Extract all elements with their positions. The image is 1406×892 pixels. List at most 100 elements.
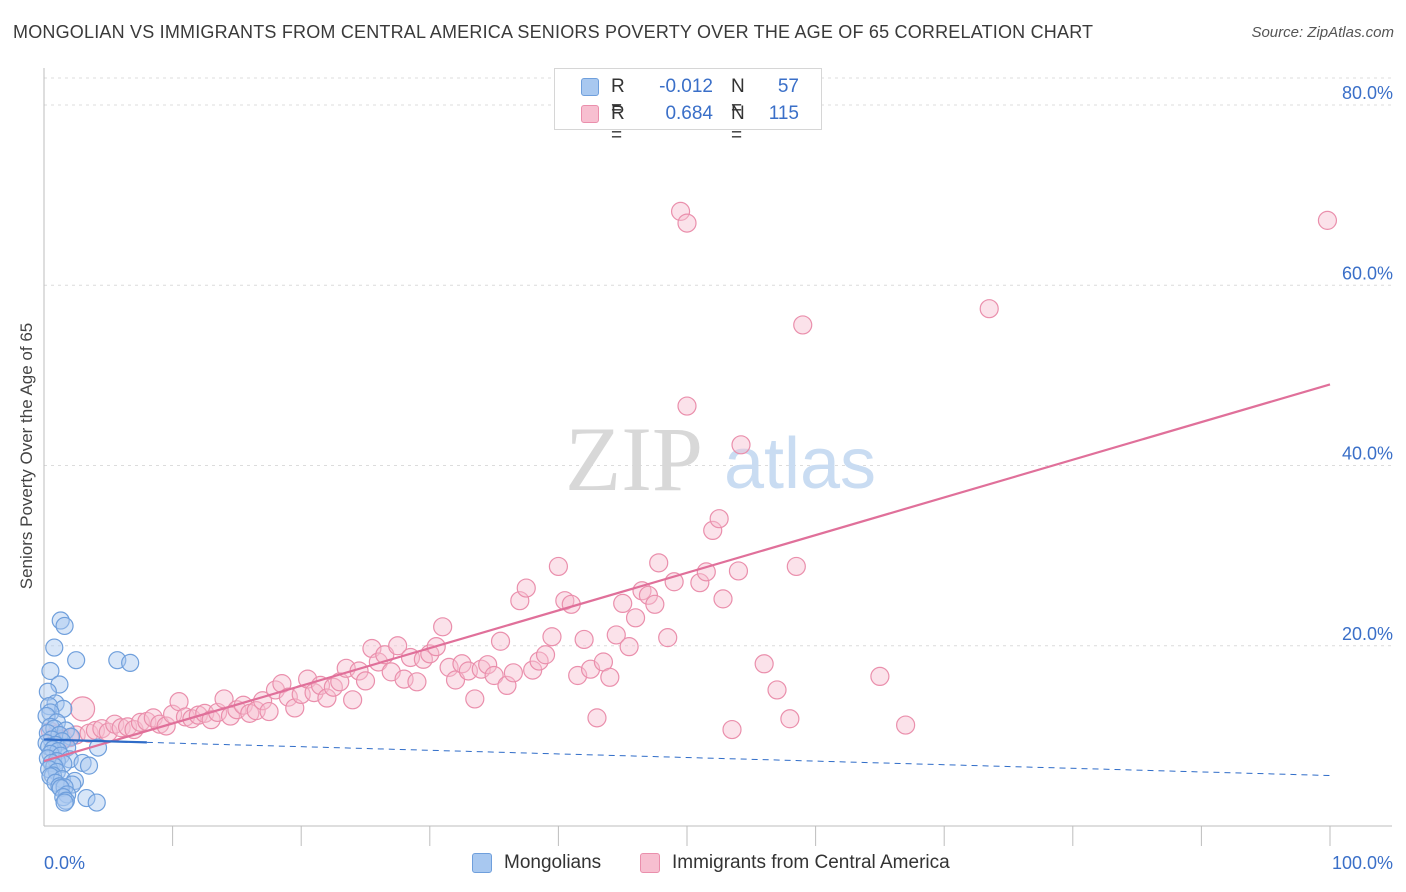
r-value: -0.012 bbox=[659, 76, 713, 97]
point-immigrants bbox=[979, 299, 999, 319]
point-mongolians bbox=[87, 793, 106, 812]
r-value: 0.684 bbox=[665, 103, 713, 124]
point-immigrants bbox=[130, 712, 151, 732]
point-mongolians bbox=[41, 661, 60, 681]
legend-swatch-blue bbox=[472, 853, 492, 873]
point-mongolians bbox=[121, 653, 140, 672]
y-tick-label: 60.0% bbox=[1342, 263, 1393, 283]
point-immigrants bbox=[619, 637, 639, 657]
point-immigrants bbox=[658, 628, 678, 648]
trend-lines bbox=[43, 383, 1331, 777]
point-immigrants bbox=[201, 710, 221, 730]
point-immigrants bbox=[69, 696, 96, 722]
point-immigrants bbox=[780, 709, 800, 729]
point-immigrants bbox=[503, 663, 523, 683]
point-mongolians bbox=[55, 793, 74, 812]
point-mongolians bbox=[55, 616, 74, 636]
point-immigrants bbox=[713, 589, 733, 609]
point-immigrants bbox=[484, 665, 504, 686]
point-immigrants bbox=[368, 652, 388, 672]
series-legend: Mongolians Immigrants from Central Ameri… bbox=[0, 852, 1406, 878]
watermark-atlas: atlas bbox=[724, 424, 876, 504]
chart-title: MONGOLIAN VS IMMIGRANTS FROM CENTRAL AME… bbox=[13, 22, 1094, 42]
point-immigrants bbox=[793, 315, 813, 335]
point-immigrants bbox=[548, 556, 569, 577]
trend-line-mongolians-dashed bbox=[146, 741, 1331, 777]
x-tick-label: 0.0% bbox=[44, 853, 85, 873]
y-tick-label: 40.0% bbox=[1342, 444, 1393, 464]
trend-line-mongolians bbox=[43, 738, 147, 744]
point-immigrants bbox=[497, 675, 517, 696]
point-immigrants bbox=[317, 688, 337, 708]
trend-line-immigrants bbox=[43, 383, 1331, 763]
point-immigrants bbox=[535, 645, 556, 665]
r-label: R = bbox=[611, 76, 625, 119]
legend-swatch-blue bbox=[581, 78, 599, 96]
watermark-zip: ZIP bbox=[565, 408, 703, 510]
point-immigrants bbox=[355, 671, 376, 691]
point-immigrants bbox=[870, 666, 890, 687]
point-immigrants bbox=[677, 213, 697, 233]
y-tick-label: 80.0% bbox=[1342, 83, 1393, 103]
point-immigrants bbox=[555, 591, 575, 611]
point-immigrants bbox=[670, 201, 691, 221]
point-immigrants bbox=[731, 435, 751, 455]
correlation-legend: R = -0.012 N = 57 R = 0.684 N = 115 bbox=[554, 68, 822, 146]
point-immigrants bbox=[1317, 210, 1338, 230]
point-immigrants bbox=[433, 617, 453, 637]
point-immigrants bbox=[259, 701, 279, 722]
point-immigrants bbox=[490, 631, 511, 651]
axes bbox=[43, 68, 1392, 846]
legend-label: Mongolians bbox=[504, 852, 602, 873]
point-immigrants bbox=[343, 690, 363, 710]
point-immigrants bbox=[709, 509, 729, 529]
legend-swatch-pink bbox=[581, 105, 599, 123]
point-mongolians bbox=[67, 651, 86, 670]
n-label: N = bbox=[731, 76, 745, 119]
point-immigrants bbox=[677, 396, 697, 416]
legend-swatch-pink bbox=[640, 853, 660, 873]
r-label: R = bbox=[611, 103, 625, 146]
point-immigrants bbox=[510, 591, 530, 611]
point-immigrants bbox=[574, 629, 594, 650]
point-immigrants bbox=[323, 677, 343, 697]
point-immigrants bbox=[587, 708, 607, 728]
point-immigrants bbox=[613, 593, 633, 614]
point-immigrants bbox=[649, 553, 669, 573]
point-immigrants bbox=[407, 672, 427, 692]
gridlines bbox=[44, 77, 1392, 647]
n-value: 57 bbox=[777, 76, 799, 97]
point-mongolians bbox=[50, 675, 69, 694]
watermark: ZIP atlas bbox=[565, 408, 876, 510]
tick-labels: 20.0% 40.0% 60.0% 80.0% 0.0% 100.0% bbox=[44, 83, 1393, 873]
point-mongolians bbox=[45, 638, 64, 657]
legend-label: Immigrants from Central America bbox=[672, 852, 950, 873]
point-immigrants bbox=[452, 654, 472, 674]
point-immigrants bbox=[478, 655, 498, 675]
point-immigrants bbox=[896, 715, 916, 735]
point-immigrants bbox=[92, 719, 112, 739]
x-tick-label: 100.0% bbox=[1332, 853, 1393, 873]
point-immigrants bbox=[388, 636, 408, 656]
point-mongolians bbox=[77, 788, 96, 808]
point-immigrants bbox=[767, 680, 787, 700]
point-immigrants bbox=[625, 608, 646, 628]
point-immigrants bbox=[465, 689, 485, 709]
point-immigrants bbox=[690, 573, 710, 593]
source-label: Source: ZipAtlas.com bbox=[1251, 24, 1394, 41]
point-immigrants bbox=[516, 578, 536, 598]
point-immigrants bbox=[600, 667, 620, 687]
y-tick-label: 20.0% bbox=[1342, 624, 1393, 644]
n-label: N = bbox=[731, 103, 745, 146]
point-mongolians bbox=[79, 756, 99, 775]
point-immigrants bbox=[703, 520, 723, 541]
point-immigrants bbox=[722, 719, 742, 740]
point-immigrants bbox=[754, 654, 774, 674]
n-value: 115 bbox=[768, 103, 799, 124]
point-immigrants bbox=[606, 625, 626, 645]
point-immigrants bbox=[786, 556, 806, 577]
point-immigrants bbox=[728, 561, 749, 581]
point-immigrants bbox=[645, 594, 665, 614]
point-immigrants bbox=[542, 627, 562, 647]
